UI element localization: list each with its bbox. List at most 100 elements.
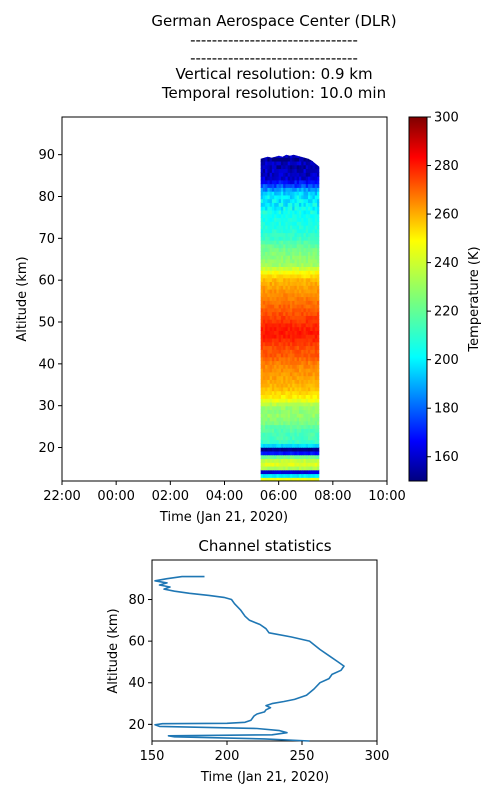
heatmap-cell [280,157,284,162]
heatmap-cell [287,224,291,230]
heatmap-cell [265,157,268,162]
heatmap-cell [310,405,314,411]
heatmap-cell [294,304,298,309]
heatmap-cell [289,266,293,271]
heatmap-cell [269,175,273,181]
heatmap-cell [269,337,273,343]
heatmap-cell [305,386,309,392]
heatmap-cell [303,258,307,264]
heatmap-cell [308,432,311,437]
heatmap-cell [292,386,296,392]
heatmap-cell [317,428,320,433]
heatmap-cell [314,450,318,456]
heatmap-cell [317,217,320,222]
heatmap-cell [294,168,298,173]
heatmap-cell [298,191,302,196]
heatmap-cell [276,450,280,456]
heatmap-cell [278,326,282,331]
heatmap-cell [280,368,284,373]
heatmap-cell [271,168,275,173]
heatmap-cell [296,405,300,411]
heatmap-cell [283,206,287,211]
heatmap-cell [285,285,289,290]
heatmap-cell [262,447,266,452]
heatmap-cell [289,281,293,286]
heatmap-cell [274,330,278,335]
heatmap-cell [303,473,307,478]
heatmap-cell [317,341,320,347]
heatmap-cell [265,307,268,313]
heatmap-cell [294,277,298,283]
heatmap-cell [289,270,293,275]
heatmap-cell [301,304,305,309]
heatmap-cell [294,326,298,331]
heatmap-cell [260,473,264,478]
heatmap-cell [278,428,282,433]
heatmap-cell [296,262,300,267]
heatmap-cell [274,409,278,414]
heatmap-cell [262,469,266,475]
heatmap-cell [271,266,275,271]
heatmap-cell [260,202,264,207]
heatmap-cell [314,206,318,211]
heatmap-cell [265,413,268,418]
heatmap-cell [296,432,300,437]
heatmap-cell [265,258,268,264]
heatmap-cell [317,198,320,203]
heatmap-cell [292,401,296,407]
heatmap-cell [262,330,266,335]
heatmap-cell [269,296,273,301]
heatmap-cell [296,198,300,203]
heatmap-cell [287,266,291,271]
heatmap-cell [274,243,278,249]
heatmap-cell [308,462,311,467]
heatmap-cell [283,251,287,256]
heatmap-cell [262,379,266,384]
heatmap-cell [287,330,291,335]
heatmap-cell [305,405,309,411]
heatmap-cell [312,270,316,275]
heatmap-cell [298,217,302,222]
heatmap-cell [276,292,280,298]
heatmap-cell [303,364,307,369]
heatmap-cell [262,217,266,222]
heatmap-cell [292,432,296,437]
heatmap-cell [301,247,305,252]
heatmap-cell [278,247,282,252]
heatmap-cell [298,307,302,313]
heatmap-cell [305,334,309,339]
heatmap-cell [317,160,320,166]
heatmap-cell [308,262,311,267]
heatmap-cell [308,300,311,305]
heatmap-cell [289,224,293,230]
heatmap-cell [262,458,266,463]
heatmap-cell [269,413,273,418]
heatmap-cell [312,473,316,478]
heatmap-cell [308,345,311,350]
heatmap-cell [265,341,268,347]
heatmap-cell [265,209,268,215]
heatmap-cell [317,262,320,267]
heatmap-cell [289,334,293,339]
heatmap-cell [269,420,273,426]
colorbar-tick-label: 180 [434,402,459,417]
heatmap-cell [314,277,318,283]
heatmap-cell [305,435,309,441]
heatmap-cell [262,266,266,271]
heatmap-cell [271,315,275,320]
heatmap-cell [312,288,316,294]
x-tick-label: 04:00 [206,489,243,504]
heatmap-cell [276,334,280,339]
heatmap-cell [285,168,289,173]
heatmap-cell [301,281,305,286]
heatmap-cell [262,477,266,481]
heatmap-cell [303,424,307,429]
heatmap-cell [303,160,307,166]
heatmap-cell [285,221,289,226]
heatmap-cell [310,352,314,358]
heatmap-cell [310,251,314,256]
heatmap-cell [296,191,300,196]
heatmap-cell [269,326,273,331]
heatmap-cell [283,262,287,267]
heatmap-cell [285,157,289,162]
